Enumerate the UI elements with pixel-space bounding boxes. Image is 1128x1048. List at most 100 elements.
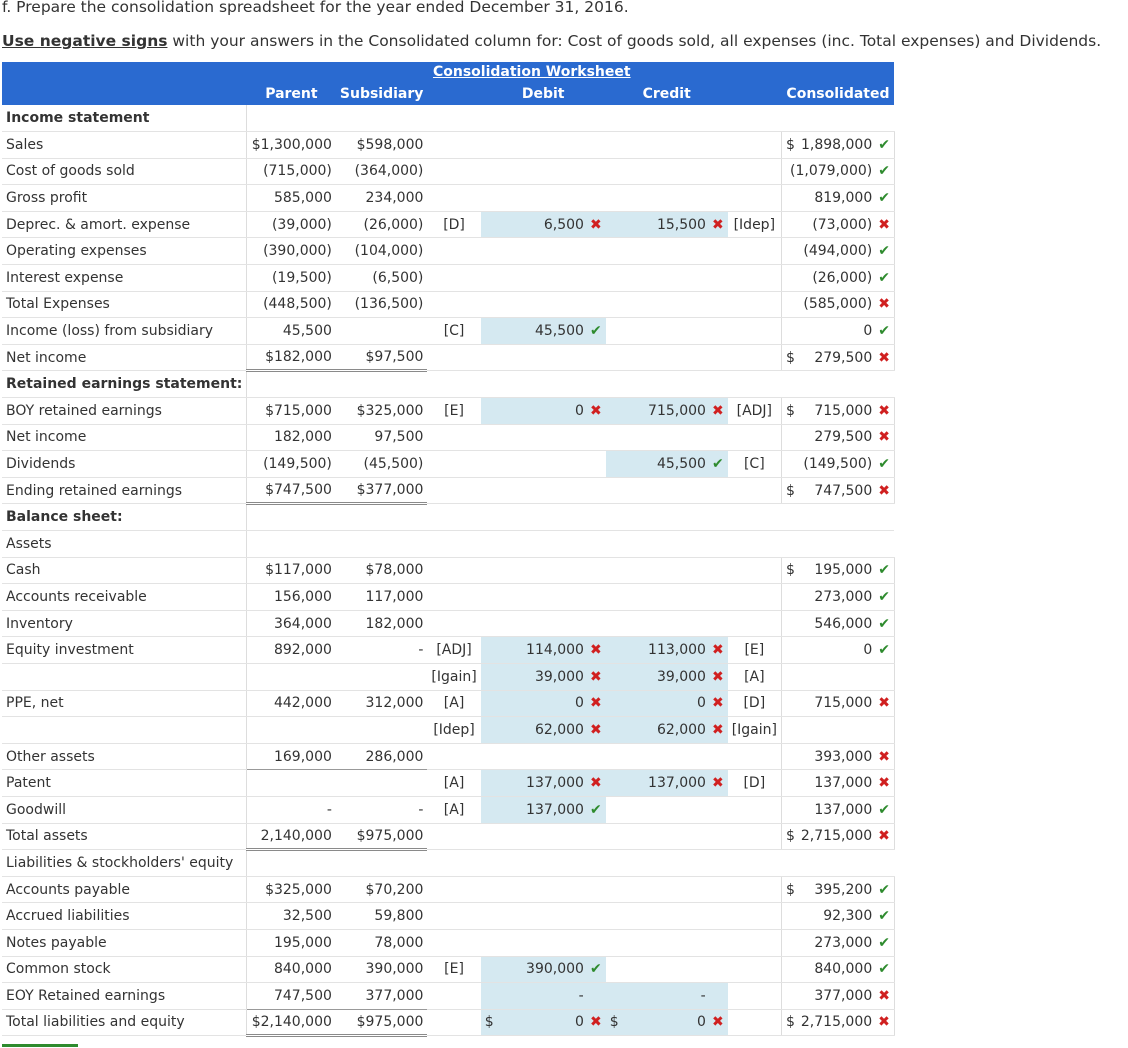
consolidated-dollar: $ bbox=[785, 482, 795, 499]
table-row: Cost of goods sold (715,000) (364,000) (1,0… bbox=[2, 158, 895, 186]
consolidated-input[interactable]: (494,000) ✔ bbox=[780, 237, 895, 266]
credit-input[interactable]: 113,000 ✖ bbox=[605, 636, 728, 664]
credit-input[interactable]: 137,000 ✖ bbox=[605, 769, 728, 797]
section-label: Liabilities & stockholders' equity bbox=[2, 849, 248, 877]
credit-input[interactable]: 45,500 ✔ bbox=[605, 450, 728, 478]
credit-ref bbox=[727, 264, 782, 292]
credit-ref bbox=[727, 929, 782, 957]
consolidated-input[interactable]: $395,200 ✔ bbox=[780, 876, 895, 904]
debit-value: 6,500 bbox=[543, 216, 584, 233]
consolidated-input[interactable]: 546,000 ✔ bbox=[780, 610, 895, 638]
table-row: Notes payable 195,000 78,000 273,000 ✔ bbox=[2, 929, 895, 957]
parent-cell: (715,000) bbox=[246, 158, 336, 186]
parent-cell: 585,000 bbox=[246, 184, 336, 212]
consolidated-input[interactable]: 279,500 ✖ bbox=[780, 424, 895, 452]
consolidated-input[interactable]: $1,898,000 ✔ bbox=[780, 131, 895, 159]
table-row: Inventory 364,000 182,000 546,000 ✔ bbox=[2, 610, 895, 638]
consolidated-input[interactable]: 137,000 ✔ bbox=[780, 796, 895, 824]
consolidated-input[interactable]: 715,000 ✖ bbox=[780, 690, 895, 718]
table-row: Common stock 840,000 390,000 [E] 390,000 ✔ 840… bbox=[2, 956, 895, 984]
debit-input bbox=[480, 929, 606, 957]
consolidated-input bbox=[780, 716, 895, 744]
header-row-title: Consolidation Worksheet bbox=[2, 62, 895, 82]
debit-value: - bbox=[578, 987, 584, 1004]
credit-ref: [Igain] bbox=[727, 716, 782, 744]
debit-ref bbox=[427, 982, 481, 1010]
credit-input bbox=[605, 291, 728, 319]
debit-input[interactable]: 114,000 ✖ bbox=[480, 636, 606, 664]
debit-ref bbox=[427, 344, 481, 372]
table-row: Other assets 169,000 286,000 393,000 ✖ bbox=[2, 743, 895, 771]
row-label: Sales bbox=[2, 131, 248, 159]
consolidated-input[interactable]: $747,500 ✖ bbox=[780, 477, 895, 505]
debit-ref: [A] bbox=[427, 769, 481, 797]
consolidated-input[interactable]: 273,000 ✔ bbox=[780, 929, 895, 957]
credit-input[interactable]: 62,000 ✖ bbox=[605, 716, 728, 744]
debit-input[interactable]: 137,000 ✖ bbox=[480, 769, 606, 797]
debit-input[interactable]: 39,000 ✖ bbox=[480, 663, 606, 691]
subsidiary-cell bbox=[335, 769, 428, 797]
debit-input[interactable]: 390,000 ✔ bbox=[480, 956, 606, 984]
credit-input[interactable]: 15,500 ✖ bbox=[605, 211, 728, 239]
debit-value: 0 bbox=[575, 1014, 584, 1031]
parent-cell: (390,000) bbox=[246, 237, 336, 266]
credit-input[interactable]: 715,000 ✖ bbox=[605, 397, 728, 425]
consolidated-dollar: $ bbox=[785, 349, 795, 366]
consolidated-input[interactable]: (149,500) ✔ bbox=[780, 450, 895, 478]
consolidated-input[interactable]: (73,000) ✖ bbox=[780, 211, 895, 239]
row-label: Accounts payable bbox=[2, 876, 248, 904]
debit-input bbox=[480, 291, 606, 319]
consolidated-input[interactable]: $2,715,000 ✖ bbox=[780, 823, 895, 851]
consolidated-input[interactable]: 377,000 ✖ bbox=[780, 982, 895, 1010]
consolidated-input[interactable]: 273,000 ✔ bbox=[780, 583, 895, 611]
consolidated-input[interactable]: $195,000 ✔ bbox=[780, 557, 895, 585]
debit-ref bbox=[427, 131, 481, 159]
parent-cell: 195,000 bbox=[246, 929, 336, 957]
table-row: Income (loss) from subsidiary 45,500 [C] 45… bbox=[2, 317, 895, 345]
consolidated-input[interactable]: 92,300 ✔ bbox=[780, 902, 895, 930]
debit-input[interactable]: 6,500 ✖ bbox=[480, 211, 606, 239]
consolidated-input[interactable]: (26,000) ✔ bbox=[780, 264, 895, 292]
subsidiary-cell: $70,200 bbox=[335, 876, 428, 904]
consolidated-input[interactable]: 393,000 ✖ bbox=[780, 743, 895, 771]
debit-input[interactable]: 45,500 ✔ bbox=[480, 317, 606, 345]
debit-ref bbox=[427, 876, 481, 904]
consolidated-input[interactable]: 0 ✔ bbox=[780, 317, 895, 345]
row-label: PPE, net bbox=[2, 690, 248, 718]
row-label: Equity investment bbox=[2, 636, 248, 664]
debit-input[interactable]: 137,000 ✔ bbox=[480, 796, 606, 824]
consolidated-input[interactable]: (1,079,000) ✔ bbox=[780, 158, 895, 186]
consolidated-input[interactable]: $279,500 ✖ bbox=[780, 344, 895, 372]
consolidated-value: 92,300 bbox=[823, 908, 873, 925]
consolidated-input[interactable]: 840,000 ✔ bbox=[780, 956, 895, 984]
credit-input[interactable]: $0 ✖ bbox=[605, 1009, 728, 1037]
credit-input[interactable]: 39,000 ✖ bbox=[605, 663, 728, 691]
consolidated-value: 0 bbox=[863, 323, 873, 340]
debit-input bbox=[480, 184, 606, 212]
debit-input[interactable]: 0 ✖ bbox=[480, 690, 606, 718]
debit-ref: [A] bbox=[427, 690, 481, 718]
row-label: Cost of goods sold bbox=[2, 158, 248, 186]
debit-input[interactable]: 62,000 ✖ bbox=[480, 716, 606, 744]
credit-input[interactable]: - bbox=[605, 982, 728, 1010]
consolidated-input[interactable]: 819,000 ✔ bbox=[780, 184, 895, 212]
subsidiary-cell: (136,500) bbox=[335, 291, 428, 319]
consolidated-input[interactable]: 0 ✔ bbox=[780, 636, 895, 664]
subsidiary-cell: $97,500 bbox=[335, 344, 428, 373]
debit-input[interactable]: 0 ✖ bbox=[480, 397, 606, 425]
debit-input[interactable]: - bbox=[480, 982, 606, 1010]
consolidated-input[interactable]: 137,000 ✖ bbox=[780, 769, 895, 797]
consolidated-input[interactable]: $2,715,000 ✖ bbox=[780, 1009, 895, 1037]
credit-input[interactable]: 0 ✖ bbox=[605, 690, 728, 718]
table-row: Operating expenses (390,000) (104,000) (494… bbox=[2, 237, 895, 266]
table-row: [Igain] 39,000 ✖ 39,000 ✖ [A] bbox=[2, 663, 895, 691]
credit-ref: [D] bbox=[727, 769, 782, 797]
parent-cell: 156,000 bbox=[246, 583, 336, 611]
debit-input[interactable]: $0 ✖ bbox=[480, 1009, 606, 1037]
consolidated-input[interactable]: $715,000 ✖ bbox=[780, 397, 895, 425]
check-icon: ✔ bbox=[878, 615, 890, 632]
check-icon: ✔ bbox=[878, 456, 890, 473]
consolidated-value: 279,500 bbox=[814, 429, 873, 446]
credit-input bbox=[605, 876, 728, 904]
consolidated-input[interactable]: (585,000) ✖ bbox=[780, 291, 895, 319]
